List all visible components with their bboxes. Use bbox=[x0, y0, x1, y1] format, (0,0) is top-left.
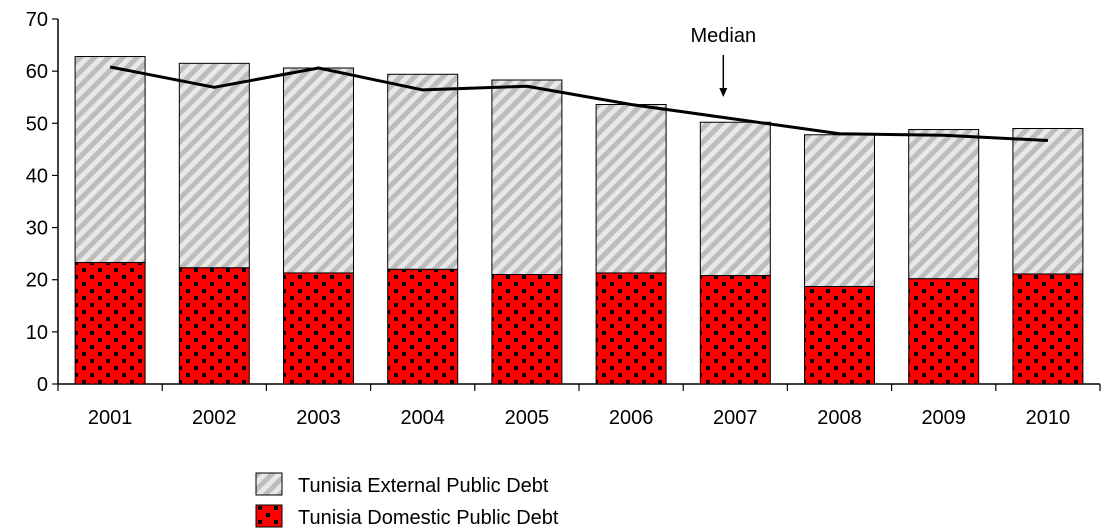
x-tick-label: 2009 bbox=[921, 407, 966, 429]
x-tick-label: 2006 bbox=[609, 407, 654, 429]
bar-domestic-2009 bbox=[908, 278, 980, 385]
bar-external-2008 bbox=[804, 134, 875, 287]
bar-external-2007 bbox=[699, 121, 771, 277]
bar-domestic-2001 bbox=[74, 262, 146, 385]
x-tick-label: 2005 bbox=[505, 407, 550, 429]
bar-external-2009 bbox=[908, 129, 980, 280]
x-tick-label: 2010 bbox=[1026, 407, 1071, 429]
y-tick-label: 30 bbox=[26, 218, 48, 240]
bar-external-2003 bbox=[283, 67, 354, 274]
bar-domestic-2004 bbox=[387, 268, 459, 385]
legend-label: Tunisia Domestic Public Debt bbox=[298, 507, 559, 529]
y-tick-label: 20 bbox=[26, 270, 48, 292]
bar-external-2001 bbox=[74, 56, 146, 264]
x-tick-label: 2003 bbox=[296, 407, 341, 429]
bar-domestic-2008 bbox=[804, 285, 875, 385]
y-tick-label: 50 bbox=[26, 113, 48, 135]
x-tick-label: 2001 bbox=[88, 407, 133, 429]
y-tick-label: 60 bbox=[26, 61, 48, 83]
legend-swatch-external bbox=[255, 472, 283, 496]
median-line bbox=[109, 65, 1048, 142]
y-tick-label: 40 bbox=[26, 165, 48, 187]
bar-external-2005 bbox=[491, 79, 563, 275]
legend-swatch-domestic bbox=[255, 504, 283, 528]
bar-external-2006 bbox=[595, 104, 667, 274]
bar-domestic-2006 bbox=[595, 272, 667, 385]
y-tick-label: 70 bbox=[26, 9, 48, 31]
x-tick-label: 2008 bbox=[817, 407, 862, 429]
legend-label: Tunisia External Public Debt bbox=[298, 475, 549, 497]
bar-external-2004 bbox=[387, 73, 459, 270]
bar-domestic-2007 bbox=[699, 275, 771, 385]
bar-domestic-2002 bbox=[178, 267, 250, 385]
x-tick-label: 2002 bbox=[192, 407, 237, 429]
y-tick-label: 10 bbox=[26, 322, 48, 344]
bar-domestic-2003 bbox=[283, 272, 354, 385]
bar-domestic-2010 bbox=[1012, 273, 1084, 385]
bar-external-2002 bbox=[178, 62, 250, 269]
x-tick-label: 2007 bbox=[713, 407, 758, 429]
bar-domestic-2005 bbox=[491, 274, 563, 385]
x-tick-label: 2004 bbox=[400, 407, 445, 429]
annotation-arrow-head bbox=[719, 88, 728, 97]
y-tick-label: 0 bbox=[37, 374, 48, 396]
median-annotation-label: Median bbox=[690, 25, 756, 47]
bar-external-2010 bbox=[1012, 128, 1084, 275]
